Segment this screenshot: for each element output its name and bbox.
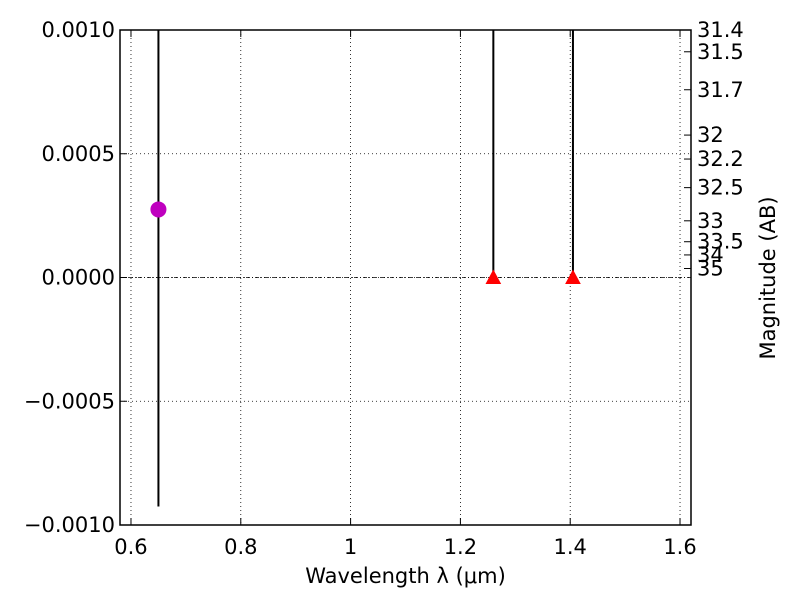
y-tick-label: −0.0010 xyxy=(24,513,115,537)
x-tick-label: 1.6 xyxy=(663,535,696,559)
x-tick-label: 0.6 xyxy=(114,535,147,559)
y2-tick-label: 33 xyxy=(697,209,724,233)
data-point-triangle xyxy=(485,269,502,284)
x-tick-label: 1 xyxy=(344,535,357,559)
y2-tick-label: 31.4 xyxy=(697,18,744,42)
y-tick-label: 0.0005 xyxy=(42,142,115,166)
y2-tick-label: 34 xyxy=(697,243,724,267)
x-axis-label: Wavelength λ (μm) xyxy=(305,564,506,588)
data-marks xyxy=(150,30,581,507)
data-point-triangle xyxy=(565,269,581,284)
y-tick-label: 0.0000 xyxy=(42,266,115,290)
y-tick-label: −0.0005 xyxy=(24,389,115,413)
y2-tick-label: 31.7 xyxy=(697,78,744,102)
y2-tick-label: 32.2 xyxy=(697,147,744,171)
x-axis-ticks: 0.6 0.8 1 1.2 1.4 1.6 xyxy=(114,30,697,559)
data-point-circle xyxy=(150,201,167,218)
y2-tick-label: 35 xyxy=(697,257,724,281)
y2-tick-label: 32 xyxy=(697,123,724,147)
x-tick-label: 1.4 xyxy=(554,535,587,559)
y2-tick-label: 32.5 xyxy=(697,176,744,200)
y-axis-ticks: 0.0010 0.0005 0.0000 −0.0005 −0.0010 xyxy=(24,18,127,537)
y2-axis-label: Magnitude (AB) xyxy=(756,196,780,359)
x-tick-label: 1.2 xyxy=(444,535,477,559)
x-tick-label: 0.8 xyxy=(224,535,257,559)
y-tick-label: 0.0010 xyxy=(42,18,115,42)
y2-tick-label: 31.5 xyxy=(697,40,744,64)
grid xyxy=(120,29,691,526)
y2-tick-label: 33.5 xyxy=(697,230,744,254)
